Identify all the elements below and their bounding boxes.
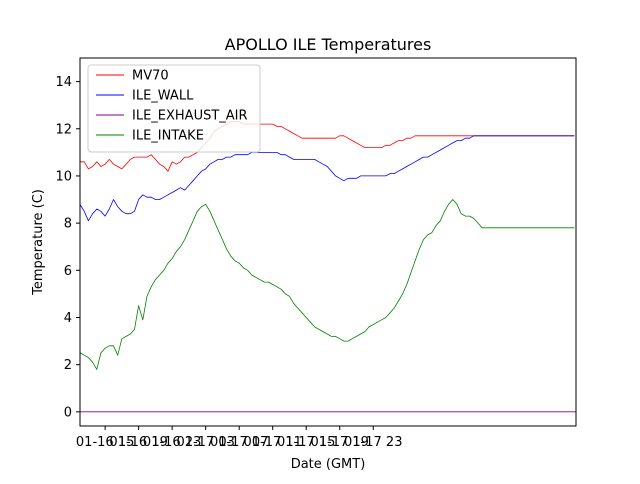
- y-tick-label: 10: [55, 169, 72, 184]
- y-tick-label: 4: [64, 311, 72, 326]
- x-tick-label: 01-16 15: [76, 435, 134, 450]
- series-layer: [80, 121, 576, 413]
- y-tick-label: 8: [64, 217, 72, 232]
- y-tick-label: 0: [64, 405, 72, 420]
- series-line-ile-wall: [80, 135, 575, 222]
- legend-label: ILE_WALL: [132, 89, 194, 104]
- legend: MV70 ILE_WALL ILE_EXHAUST_AIR ILE_INTAKE: [87, 64, 261, 153]
- y-tick-label: 14: [55, 75, 72, 90]
- y-axis-ticks: 0 2 4 6 8 10 12 14: [55, 75, 80, 420]
- x-tick-label: 01-17 19: [311, 435, 369, 450]
- x-axis-label: Date (GMT): [291, 457, 366, 472]
- x-tick-label: 01-17 15: [277, 435, 335, 450]
- y-tick-label: 6: [64, 264, 72, 279]
- chart-title: APOLLO ILE Temperatures: [225, 35, 432, 54]
- legend-label: MV70: [132, 69, 169, 84]
- x-tick-label: 01-17 03: [176, 435, 234, 450]
- y-tick-label: 12: [55, 122, 72, 137]
- plot-area-frame: [79, 57, 577, 427]
- legend-label: ILE_EXHAUST_AIR: [132, 109, 248, 124]
- x-tick-label: 01-17 23: [344, 435, 402, 450]
- y-tick-label: 2: [64, 358, 72, 373]
- series-line-ile-intake: [80, 199, 575, 370]
- legend-label: ILE_INTAKE: [132, 129, 204, 144]
- x-tick-label: 01-17 11: [243, 435, 301, 450]
- x-tick-label: 01-17 07: [210, 435, 268, 450]
- legend-box: [87, 64, 261, 153]
- x-tick-label: 01-16 19: [109, 435, 167, 450]
- x-tick-label: 01-16 23: [143, 435, 201, 450]
- y-axis-label: Temperature (C): [31, 189, 46, 296]
